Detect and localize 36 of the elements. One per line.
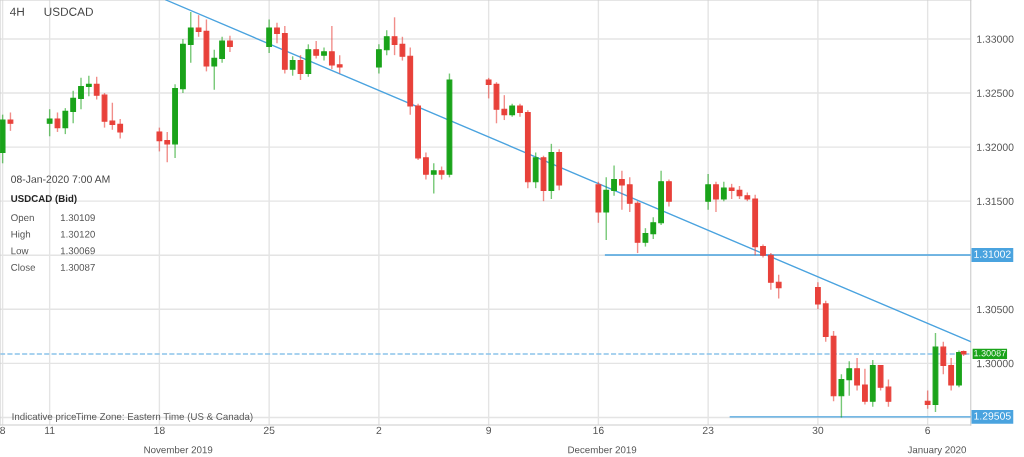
annotation: 1.29505 (974, 412, 1011, 420)
x-tick-label: 16 (593, 426, 604, 435)
annotation: Close (11, 263, 36, 271)
y-tick-label: 1.31500 (977, 197, 1014, 206)
x-tick-label: 11 (45, 426, 55, 434)
x-tick-label: 9 (486, 426, 492, 435)
annotation: Low (11, 247, 29, 255)
y-tick-label: 1.32500 (977, 89, 1014, 97)
y-tick-label: 1.32000 (977, 143, 1014, 151)
ref-line-label: 1.30087 (974, 349, 1006, 357)
annotation: 1.30109 (60, 214, 95, 222)
annotation: 1.30087 (60, 263, 95, 271)
x-tick-label: 6 (925, 426, 931, 435)
x-tick-label: 8 (0, 426, 6, 435)
y-tick-label: 1.30500 (977, 305, 1014, 314)
x-tick-label: 25 (263, 426, 275, 435)
x-tick-label: 23 (702, 426, 714, 435)
y-tick-label: 1.30000 (977, 359, 1014, 368)
annotation: 08-Jan-2020 7:00 AM (11, 175, 110, 183)
annotation: USDCAD (Bid) (11, 194, 77, 204)
annotation: High (11, 230, 31, 240)
chart-title: USDCAD (44, 7, 93, 16)
text: January 2020 (907, 446, 967, 456)
annotation: Open (11, 214, 34, 224)
x-tick-label: 2 (376, 426, 382, 434)
annotation: Indicative price (12, 412, 77, 422)
chart-subtitle: 4H (9, 7, 24, 16)
text: December 2019 (568, 446, 637, 454)
annotation: 1.30120 (60, 230, 95, 238)
annotation: 1.30069 (60, 247, 95, 255)
annotation: 1.31002 (974, 250, 1011, 258)
x-tick-label: 18 (154, 426, 165, 435)
text: November 2019 (144, 446, 213, 454)
annotation: Time Zone: Eastern Time (US & Canada) (75, 412, 253, 422)
y-tick-label: 1.33000 (977, 35, 1014, 43)
x-tick-label: 30 (812, 426, 824, 435)
